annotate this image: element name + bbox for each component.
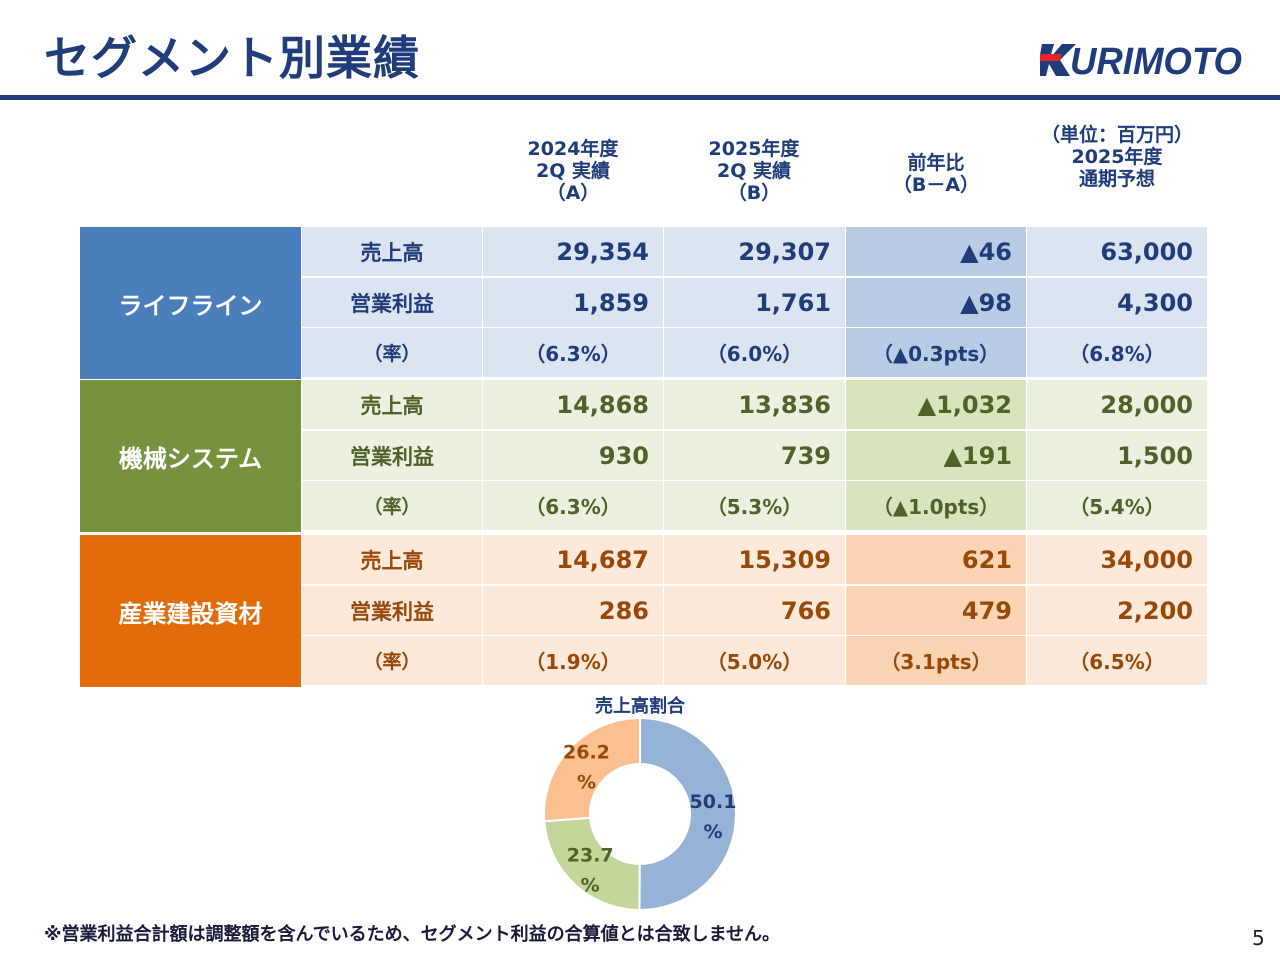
pie-slice-1 — [638, 716, 738, 911]
segment-machinery-rate-diff-cell: （▲1.0pts） — [846, 481, 1026, 530]
segment-materials-rate-a-cell: （1.9%） — [483, 636, 663, 685]
segment-lifeline-rate-forecast-cell: （6.8%） — [1027, 328, 1207, 377]
segment-machinery-profit-a-cell: 930 — [483, 431, 663, 480]
segment-machinery-rate-b-cell: （5.3%） — [664, 481, 845, 530]
segment-lifeline-profit-b-cell: 1,761 — [664, 278, 845, 327]
page-title: セグメント別業績 — [44, 31, 420, 85]
header-col-diff: 前年比 （B－A） — [892, 152, 980, 196]
segment-materials-rate-diff-cell: （3.1pts） — [846, 636, 1026, 685]
unit-note: （単位：百万円） — [1040, 124, 1193, 146]
segment-materials-label: 産業建設資材 — [80, 535, 301, 687]
page-number: 5 — [1252, 926, 1265, 950]
pie-label-1: 50.1% — [690, 791, 737, 843]
footnote: ※営業利益合計額は調整額を含んでいるため、セグメント利益の合算値とは合致しません… — [44, 924, 781, 945]
segment-machinery-sales-a-cell: 14,868 — [483, 380, 663, 429]
segment-lifeline-sales-b-cell: 29,307 — [664, 227, 845, 276]
segment-machinery-rate-label-cell: （率） — [302, 481, 482, 530]
segment-machinery-profit-diff-cell: ▲191 — [846, 431, 1026, 480]
segment-lifeline-profit-diff-cell: ▲98 — [846, 278, 1026, 327]
segment-materials-rate-label-cell: （率） — [302, 636, 482, 685]
sales-share-donut-chart: 50.1 % 23.7 % 26.2% — [543, 716, 738, 912]
segment-lifeline-profit-forecast-cell: 4,300 — [1027, 278, 1207, 327]
pie-title: 売上高割合 — [595, 696, 685, 717]
title-divider — [0, 95, 1280, 100]
segment-machinery-sales-label-cell: 売上高 — [302, 380, 482, 429]
segment-materials-rate-b-cell: （5.0%） — [664, 636, 845, 685]
pie-label-3: 26.2% — [563, 741, 610, 793]
segment-lifeline-rate-label-cell: （率） — [302, 328, 482, 377]
segment-lifeline-profit-a-cell: 1,859 — [483, 278, 663, 327]
segment-machinery-profit-forecast-cell: 1,500 — [1027, 431, 1207, 480]
segment-lifeline-rate-a-cell: （6.3%） — [483, 328, 663, 377]
segment-machinery-sales-forecast-cell: 28,000 — [1027, 380, 1207, 429]
pie-label-2: 23.7% — [567, 844, 614, 896]
header-col-forecast: （単位：百万円） 2025年度 通期予想 — [1027, 124, 1207, 190]
segment-lifeline-rate-b-cell: （6.0%） — [664, 328, 845, 377]
segment-machinery-rate-a-cell: （6.3%） — [483, 481, 663, 530]
segment-lifeline-sales-a-cell: 29,354 — [483, 227, 663, 276]
segment-materials-profit-label-cell: 営業利益 — [302, 586, 482, 635]
segment-materials-profit-b-cell: 766 — [664, 586, 845, 635]
segment-materials-rate-forecast-cell: （6.5%） — [1027, 636, 1207, 685]
segment-machinery-sales-diff-cell: ▲1,032 — [846, 380, 1026, 429]
segment-materials-sales-forecast-cell: 34,000 — [1027, 535, 1207, 584]
pie-slice-3 — [543, 716, 641, 823]
segment-materials-sales-label-cell: 売上高 — [302, 535, 482, 584]
segment-lifeline-profit-label-cell: 営業利益 — [302, 278, 482, 327]
header-col-a: 2024年度 2Q 実績 （A） — [527, 138, 619, 204]
segment-materials-sales-diff-cell: 621 — [846, 535, 1026, 584]
segment-lifeline-sales-diff-cell: ▲46 — [846, 227, 1026, 276]
segment-materials-profit-a-cell: 286 — [483, 586, 663, 635]
segment-lifeline-rate-diff-cell: （▲0.3pts） — [846, 328, 1026, 377]
pie-slice-2 — [543, 816, 641, 912]
segment-materials-sales-b-cell: 15,309 — [664, 535, 845, 584]
segment-materials-profit-diff-cell: 479 — [846, 586, 1026, 635]
segment-machinery-rate-forecast-cell: （5.4%） — [1027, 481, 1207, 530]
segment-lifeline-sales-label-cell: 売上高 — [302, 227, 482, 276]
header-col-b: 2025年度 2Q 実績 （B） — [708, 138, 800, 204]
segment-lifeline-label: ライフライン — [80, 227, 301, 379]
segment-materials-profit-forecast-cell: 2,200 — [1027, 586, 1207, 635]
svg-text:URIMOTO: URIMOTO — [1070, 41, 1242, 80]
kurimoto-logo: URIMOTO — [1040, 41, 1242, 80]
segment-lifeline-sales-forecast-cell: 63,000 — [1027, 227, 1207, 276]
segment-machinery-profit-b-cell: 739 — [664, 431, 845, 480]
segment-machinery-label: 機械システム — [80, 380, 301, 532]
segment-machinery-sales-b-cell: 13,836 — [664, 380, 845, 429]
segment-materials-sales-a-cell: 14,687 — [483, 535, 663, 584]
segment-machinery-profit-label-cell: 営業利益 — [302, 431, 482, 480]
